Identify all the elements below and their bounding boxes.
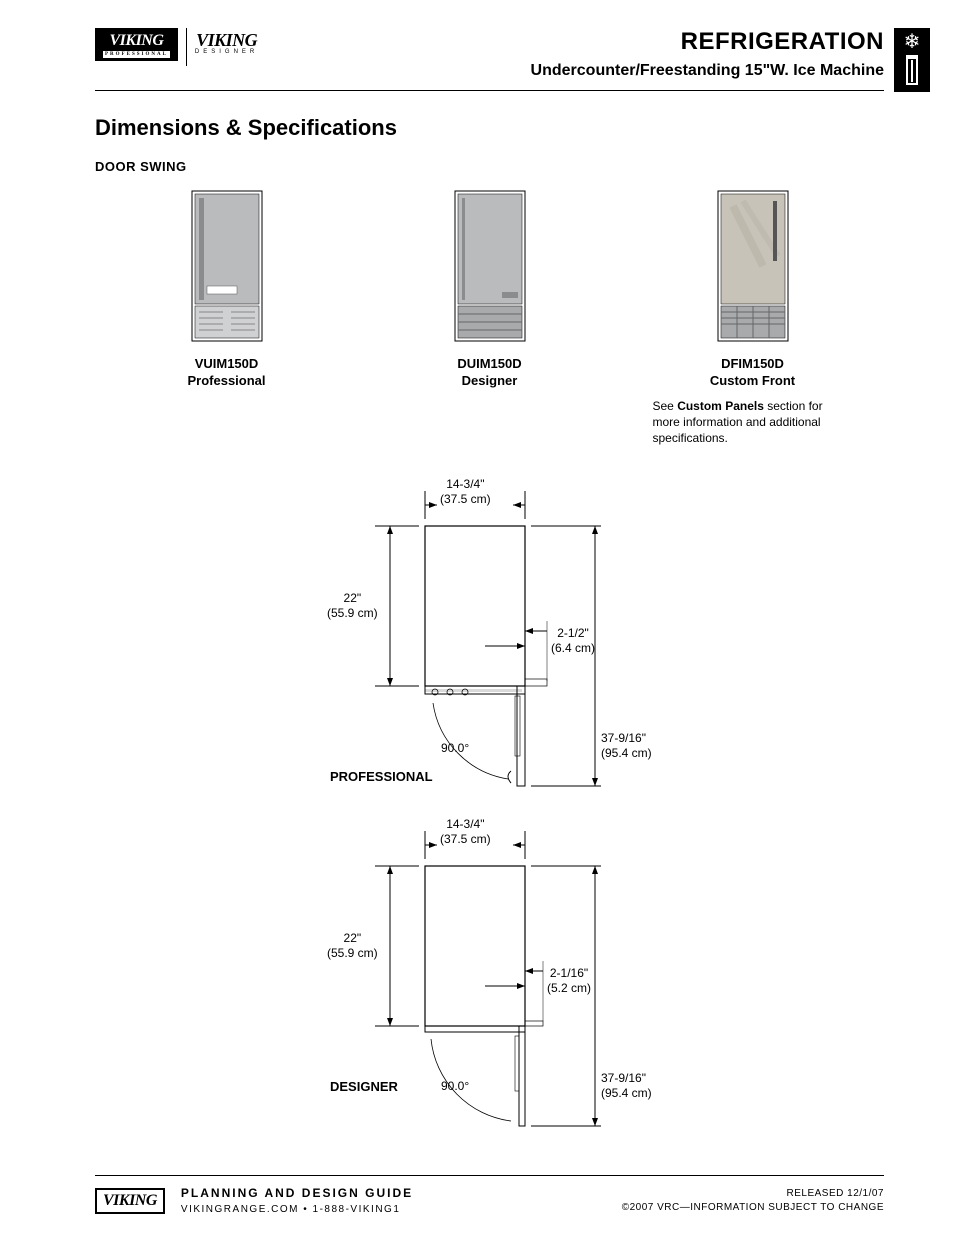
- footer-copyright: ©2007 VRC—INFORMATION SUBJECT TO CHANGE: [622, 1201, 884, 1215]
- footer-contact: VIKINGRANGE.COM • 1-888-VIKING1: [181, 1204, 413, 1215]
- model-type: Professional: [97, 373, 357, 388]
- appliance-illustration: [360, 186, 620, 346]
- category-title: REFRIGERATION: [531, 28, 884, 56]
- doorswing-diagram-professional: 14-3/4" (37.5 cm) 22" (55.9 cm) 2-1/2" (…: [95, 471, 884, 801]
- header-rule: [95, 90, 884, 91]
- snowflake-icon: ❄: [894, 31, 930, 53]
- model-code: DUIM150D: [360, 356, 620, 373]
- logo-subtext: DESIGNER: [195, 49, 258, 55]
- dim-clearance: 2-1/2" (6.4 cm): [551, 626, 595, 655]
- logo-divider: [186, 28, 187, 66]
- model-custom-front: DFIM150D Custom Front See Custom Panels …: [623, 186, 883, 446]
- model-type: Designer: [360, 373, 620, 388]
- dim-angle: 90.0°: [441, 741, 469, 755]
- footer-guide-block: PLANNING AND DESIGN GUIDE VIKINGRANGE.CO…: [181, 1186, 413, 1215]
- logo-text: VIKING: [195, 31, 258, 49]
- subsection-heading: DOOR SWING: [95, 159, 884, 174]
- model-code: DFIM150D: [623, 356, 883, 373]
- custom-panel-note: See Custom Panels section for more infor…: [653, 398, 853, 447]
- dim-clearance: 2-1/16" (5.2 cm): [547, 966, 591, 995]
- title-block: REFRIGERATION Undercounter/Freestanding …: [531, 28, 884, 80]
- diagram-label-professional: PROFESSIONAL: [330, 769, 433, 784]
- section-heading: Dimensions & Specifications: [95, 115, 884, 141]
- footer-guide-title: PLANNING AND DESIGN GUIDE: [181, 1186, 413, 1200]
- footer-release-block: RELEASED 12/1/07 ©2007 VRC—INFORMATION S…: [622, 1187, 884, 1215]
- appliance-illustration: [97, 186, 357, 346]
- viking-professional-logo: VIKING PROFESSIONAL: [95, 28, 178, 61]
- viking-footer-logo: VIKING: [95, 1188, 165, 1214]
- dim-swing: 37-9/16" (95.4 cm): [601, 1071, 652, 1100]
- footer-released: RELEASED 12/1/07: [622, 1187, 884, 1201]
- dim-swing: 37-9/16" (95.4 cm): [601, 731, 652, 760]
- dim-width: 14-3/4" (37.5 cm): [440, 477, 491, 506]
- model-code: VUIM150D: [97, 356, 357, 373]
- appliance-illustration: [623, 186, 883, 346]
- dim-depth: 22" (55.9 cm): [327, 591, 378, 620]
- logo-text: VIKING: [103, 33, 170, 49]
- model-row: VUIM150D Professional DUIM150D Designer: [95, 186, 884, 446]
- model-designer: DUIM150D Designer: [360, 186, 620, 388]
- dim-depth: 22" (55.9 cm): [327, 931, 378, 960]
- brand-logos: VIKING PROFESSIONAL VIKING DESIGNER: [95, 28, 258, 66]
- model-professional: VUIM150D Professional: [97, 186, 357, 388]
- model-type: Custom Front: [623, 373, 883, 388]
- dim-width: 14-3/4" (37.5 cm): [440, 817, 491, 846]
- footer-rule: [95, 1175, 884, 1176]
- page-footer: VIKING PLANNING AND DESIGN GUIDE VIKINGR…: [0, 1175, 954, 1215]
- thermometer-icon: [906, 55, 918, 85]
- page-header: VIKING PROFESSIONAL VIKING DESIGNER REFR…: [95, 28, 884, 80]
- diagram-label-designer: DESIGNER: [330, 1079, 398, 1094]
- refrigeration-badge-icon: ❄: [894, 28, 930, 92]
- doorswing-diagram-designer: 14-3/4" (37.5 cm) 22" (55.9 cm) 2-1/16" …: [95, 811, 884, 1141]
- logo-subtext: PROFESSIONAL: [103, 51, 170, 58]
- product-subtitle: Undercounter/Freestanding 15"W. Ice Mach…: [531, 62, 884, 80]
- viking-designer-logo: VIKING DESIGNER: [195, 28, 258, 55]
- dim-angle: 90.0°: [441, 1079, 469, 1093]
